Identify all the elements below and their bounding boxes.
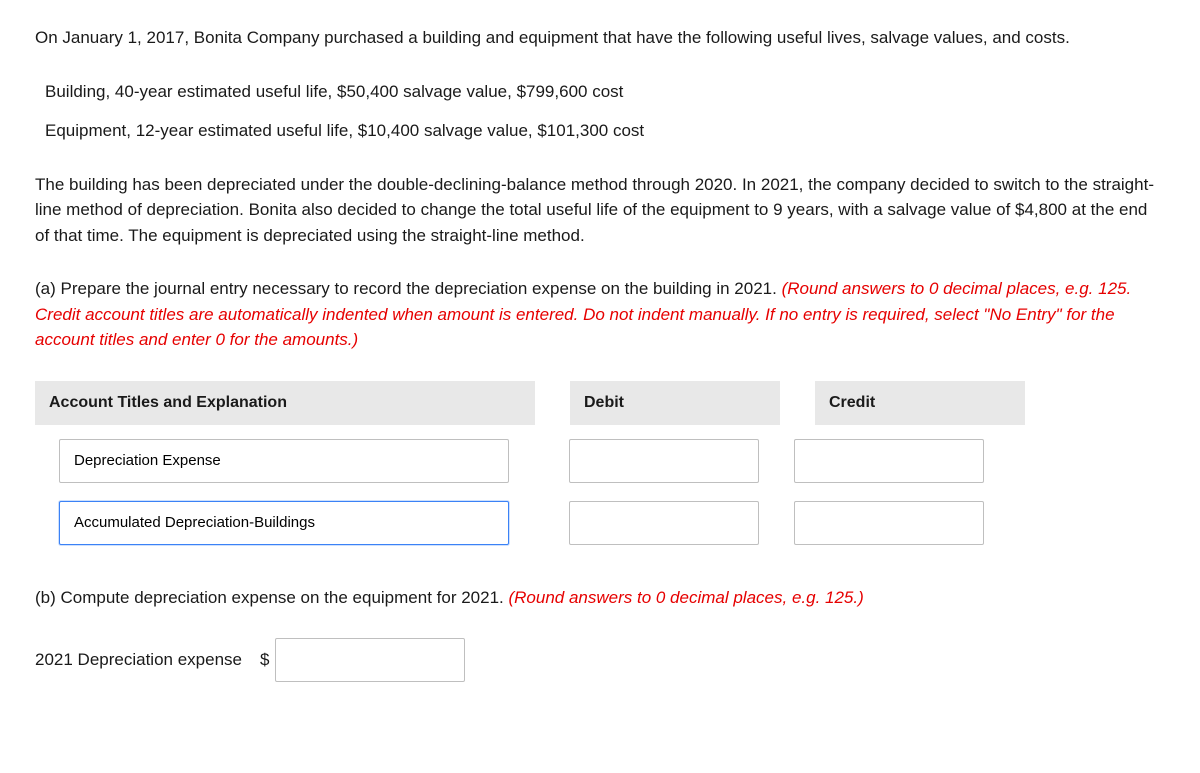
asset-building: Building, 40-year estimated useful life,… bbox=[45, 79, 1165, 105]
description-text: The building has been depreciated under … bbox=[35, 172, 1165, 249]
final-label: 2021 Depreciation expense bbox=[35, 647, 242, 673]
header-account: Account Titles and Explanation bbox=[35, 381, 535, 425]
credit-input[interactable] bbox=[794, 439, 984, 483]
part-a-label: (a) bbox=[35, 279, 61, 298]
part-b-prompt: (b) Compute depreciation expense on the … bbox=[35, 585, 1165, 611]
table-row bbox=[35, 501, 1165, 545]
header-debit: Debit bbox=[570, 381, 780, 425]
table-row bbox=[35, 439, 1165, 483]
account-title-input[interactable] bbox=[59, 501, 509, 545]
currency-symbol: $ bbox=[260, 647, 269, 673]
header-credit: Credit bbox=[815, 381, 1025, 425]
final-answer-row: 2021 Depreciation expense $ bbox=[35, 638, 1165, 682]
asset-list: Building, 40-year estimated useful life,… bbox=[45, 79, 1165, 144]
debit-input[interactable] bbox=[569, 501, 759, 545]
depreciation-expense-input[interactable] bbox=[275, 638, 465, 682]
part-b-instruction: (Round answers to 0 decimal places, e.g.… bbox=[508, 588, 863, 607]
intro-text: On January 1, 2017, Bonita Company purch… bbox=[35, 25, 1165, 51]
part-b-text: Compute depreciation expense on the equi… bbox=[61, 588, 509, 607]
table-header-row: Account Titles and Explanation Debit Cre… bbox=[35, 381, 1165, 425]
part-a-prompt: (a) Prepare the journal entry necessary … bbox=[35, 276, 1165, 353]
journal-entry-table: Account Titles and Explanation Debit Cre… bbox=[35, 381, 1165, 545]
part-b-label: (b) bbox=[35, 588, 61, 607]
asset-equipment: Equipment, 12-year estimated useful life… bbox=[45, 118, 1165, 144]
part-a-text: Prepare the journal entry necessary to r… bbox=[61, 279, 782, 298]
debit-input[interactable] bbox=[569, 439, 759, 483]
account-title-input[interactable] bbox=[59, 439, 509, 483]
credit-input[interactable] bbox=[794, 501, 984, 545]
